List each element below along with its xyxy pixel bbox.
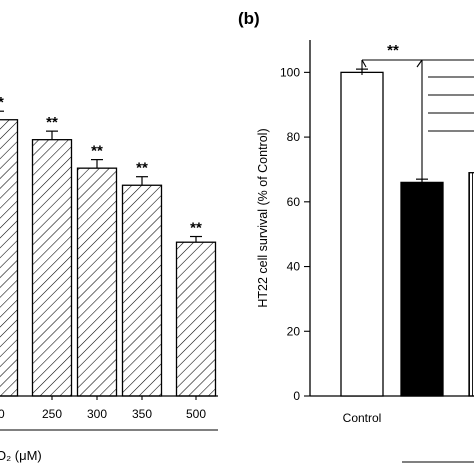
panel-a-xtick-label-2: 250	[42, 407, 62, 421]
panel-a-xtick-label-4: 350	[132, 407, 152, 421]
panel-a-bar-3	[76, 167, 118, 397]
panel-a-x-axis-label: O₂ (μM)	[0, 448, 42, 463]
panel-b-label: (b)	[238, 9, 260, 28]
panel-a-significance-2: **	[46, 114, 58, 131]
panel-b-ytick-label-4: 60	[287, 195, 301, 209]
panel-a-significance-5: **	[190, 220, 202, 237]
panel-a-significance-3: **	[91, 143, 103, 160]
panel-b-ytick-label-5: 80	[287, 130, 301, 144]
panel-b-bar-2	[400, 181, 444, 397]
panel-a-xtick-label-1: 00	[0, 407, 5, 421]
panel-a-significance-1: **	[0, 94, 4, 111]
panel-a-bar-4	[121, 184, 163, 397]
panel-b-xtick-label-1: Control	[343, 411, 382, 425]
panel-a-xtick-label-5: 500	[186, 407, 206, 421]
panel-a-chart: ** ** ** ** ** 00 250 300 350 500 O₂ (μM)	[0, 94, 218, 463]
panel-b-ytick-label-3: 40	[287, 260, 301, 274]
panel-b-comparison-brackets	[361, 59, 474, 180]
panel-b-ytick-label-2: 20	[287, 324, 301, 338]
panel-a-bar-1	[0, 119, 19, 397]
panel-b-ytick-label-1: 0	[293, 389, 300, 403]
panel-a-significance-4: **	[136, 160, 148, 177]
panel-a-xtick-label-3: 300	[87, 407, 107, 421]
bracket-tick-right	[416, 59, 423, 68]
panel-a-bar-5	[175, 241, 217, 397]
panel-b-bar-1	[340, 71, 384, 397]
bracket-tick-left	[361, 59, 367, 68]
panel-b-chart: (b) 0 20 40 60 80 100 Control HT22 cell survi…	[238, 9, 474, 463]
panel-b-bar-3	[468, 172, 474, 397]
panel-a-bar-2	[31, 139, 73, 397]
panel-b-ytick-label-6: 100	[280, 65, 300, 79]
panel-b-y-axis-label: HT22 cell survival (% of Control)	[256, 128, 270, 307]
panel-b-comparison-significance: **	[387, 42, 399, 59]
